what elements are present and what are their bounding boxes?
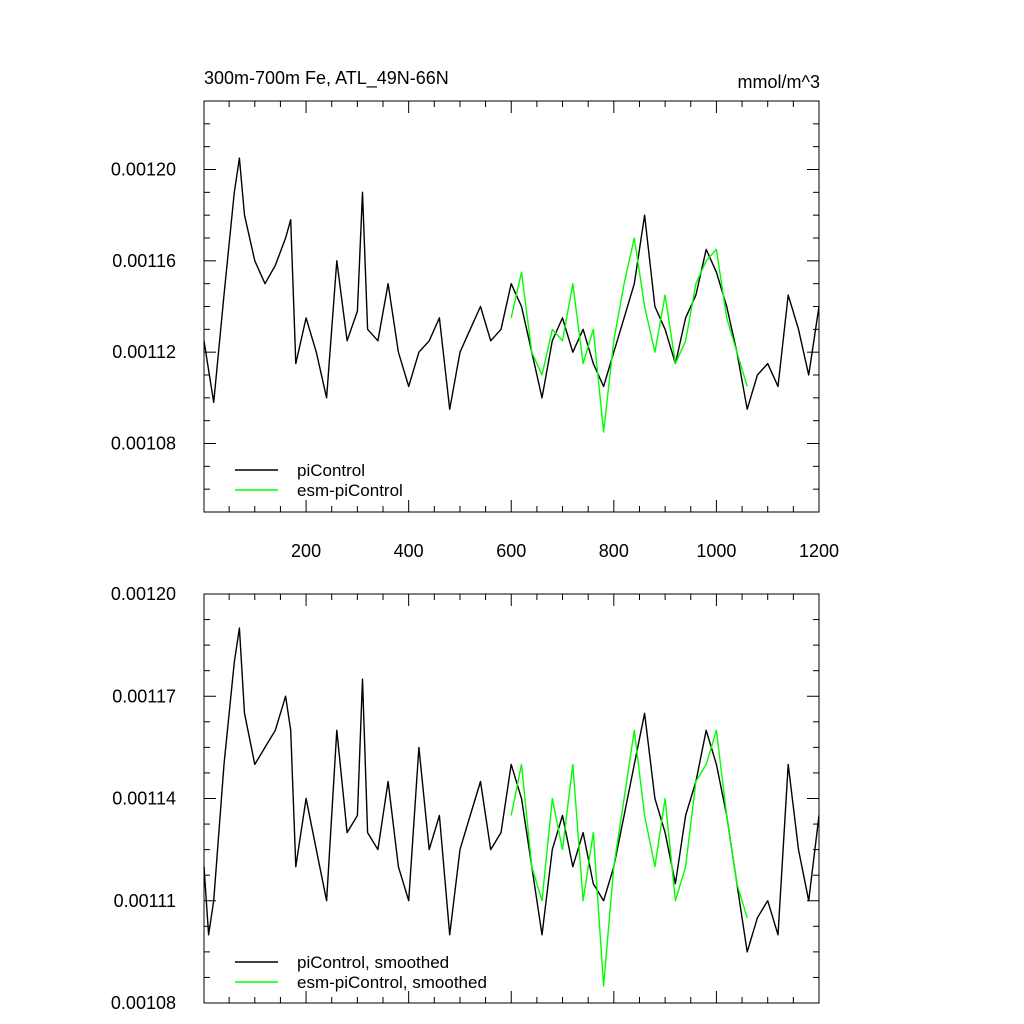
top-x-tick-label: 1000 [696, 541, 736, 561]
bottom-series-line-picontrol-smoothed [203, 627, 820, 953]
top-y-tick-label: 0.00116 [112, 251, 176, 271]
top-x-tick-label: 200 [291, 541, 321, 561]
bottom-y-tick-label: 0.00108 [111, 993, 176, 1013]
top-legend: piControl esm-piControl [235, 461, 403, 500]
top-x-tick-label: 400 [394, 541, 424, 561]
bottom-y-tick-label: 0.00117 [112, 686, 176, 706]
bottom-series-line-esm-picontrol-smoothed [510, 729, 748, 987]
top-series-line-picontrol [203, 157, 820, 410]
top-chart-title: 300m-700m Fe, ATL_49N-66N [204, 68, 449, 89]
bottom-y-tick-label: 0.00114 [112, 789, 176, 809]
bottom-y-tick-label: 0.00111 [114, 891, 176, 911]
top-panel: 300m-700m Fe, ATL_49N-66N mmol/m^3 200 40… [111, 68, 839, 561]
top-x-tick-label: 800 [599, 541, 629, 561]
top-chart-units: mmol/m^3 [738, 72, 820, 92]
bottom-legend: piControl, smoothed esm-piControl, smoot… [235, 953, 487, 992]
legend-label-esm-picontrol-smoothed: esm-piControl, smoothed [297, 973, 487, 992]
bottom-y-tick-label: 0.00120 [111, 584, 176, 604]
bottom-plot-frame [203, 593, 820, 1004]
bottom-series-group [203, 627, 820, 987]
legend-label-picontrol: piControl [297, 461, 365, 480]
top-x-tick-label: 1200 [799, 541, 839, 561]
top-x-tick-label: 600 [496, 541, 526, 561]
top-series-line-esm-picontrol [510, 237, 748, 433]
legend-label-picontrol-smoothed: piControl, smoothed [297, 953, 449, 972]
top-y-tick-label: 0.00120 [111, 160, 176, 180]
top-y-tick-label: 0.00112 [112, 342, 176, 362]
top-axis-ticks: 200 400 600 800 1000 1200 0.00108 0.00112 0.0011… [111, 100, 839, 561]
bottom-panel: 0.00108 0.00111 0.00114 0.00117 0.00120 piCo… [111, 584, 820, 1013]
legend-label-esm-picontrol: esm-piControl [297, 481, 403, 500]
bottom-axis-ticks: 0.00108 0.00111 0.00114 0.00117 0.00120 [111, 584, 820, 1013]
top-y-tick-label: 0.00108 [111, 434, 176, 454]
top-series-group [203, 157, 820, 433]
